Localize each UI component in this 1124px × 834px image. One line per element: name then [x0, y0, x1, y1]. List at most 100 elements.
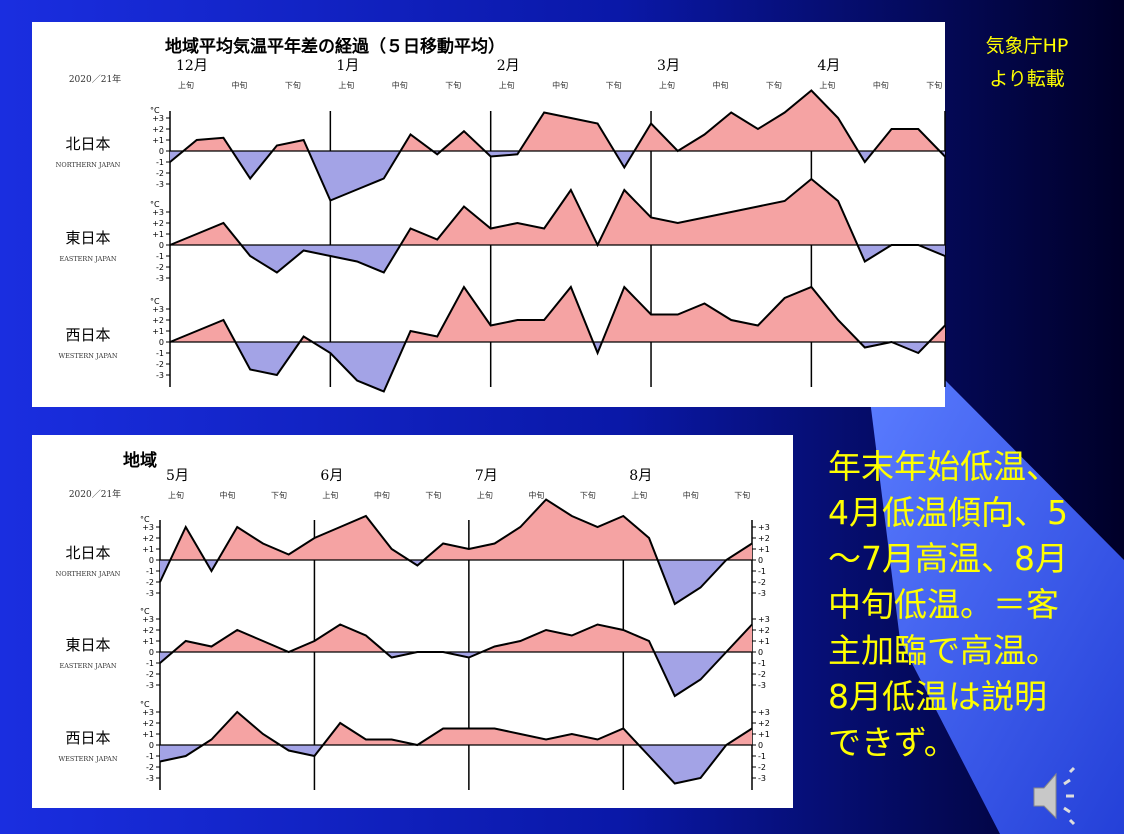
y-tick-label: +2	[142, 719, 154, 728]
unit-label: °C	[150, 297, 160, 306]
y-tick-label: +2	[152, 316, 164, 325]
positive-area	[170, 179, 945, 245]
y-tick-label: -3	[156, 180, 164, 189]
y-tick-label: +1	[142, 730, 154, 739]
y-tick-label: 0	[149, 556, 154, 565]
y-tick-label: -1	[156, 158, 164, 167]
negative-area	[160, 652, 752, 696]
negative-area	[170, 342, 945, 392]
month-label: 3月	[657, 58, 680, 74]
y-tick-label: 0	[159, 241, 164, 250]
decade-label: 上旬	[631, 490, 647, 500]
decade-label: 下旬	[285, 80, 301, 90]
comment-line: 8月低温は説明	[828, 677, 1047, 716]
decade-label: 中旬	[374, 490, 390, 500]
month-label: 4月	[817, 58, 840, 74]
unit-label: °C	[140, 607, 150, 616]
y-tick-label: -2	[146, 763, 154, 772]
y-tick-label: +1	[758, 637, 770, 646]
decade-label: 下旬	[271, 490, 287, 500]
y-tick-label: +2	[142, 626, 154, 635]
decade-label: 中旬	[683, 490, 699, 500]
region-name: 北日本	[65, 544, 110, 562]
y-tick-label: +1	[152, 136, 164, 145]
decade-label: 上旬	[477, 490, 493, 500]
y-tick-label: -2	[146, 670, 154, 679]
chart-title: 地域	[123, 450, 157, 471]
background-wedge	[870, 380, 1124, 834]
anomaly-line	[159, 498, 753, 606]
y-tick-label: +1	[142, 545, 154, 554]
positive-area	[170, 287, 945, 342]
y-tick-label: +1	[152, 230, 164, 239]
region-name: 東日本	[65, 229, 110, 247]
negative-area	[170, 245, 945, 273]
decade-label: 上旬	[819, 80, 835, 90]
region-name-en: NORTHERN JAPAN	[56, 161, 121, 169]
decade-label: 下旬	[766, 80, 782, 90]
speaker-waves	[1063, 766, 1076, 826]
decade-label: 上旬	[499, 80, 515, 90]
y-tick-label: 0	[159, 147, 164, 156]
decade-label: 中旬	[712, 80, 728, 90]
speaker-icon[interactable]	[1033, 766, 1076, 826]
positive-area	[160, 624, 752, 652]
comment-line: 主加臨で高温。	[828, 631, 1059, 670]
y-tick-label: +3	[142, 615, 154, 624]
decade-label: 中旬	[552, 80, 568, 90]
y-tick-label: +3	[142, 708, 154, 717]
speaker-body	[1033, 772, 1057, 820]
y-tick-label: -3	[146, 589, 154, 598]
y-tick-label: +2	[758, 534, 770, 543]
decade-label: 上旬	[178, 80, 194, 90]
region-name-en: WESTERN JAPAN	[58, 352, 117, 360]
y-tick-label: +3	[152, 208, 164, 217]
anomaly-line	[169, 89, 946, 202]
y-tick-label: +3	[152, 305, 164, 314]
y-tick-label: +1	[758, 545, 770, 554]
y-tick-label: -1	[758, 659, 766, 668]
side-note: 気象庁HP	[986, 35, 1069, 57]
month-label: 5月	[166, 468, 189, 484]
chart-title: 地域平均気温平年差の経過（５日移動平均）	[165, 36, 505, 57]
y-tick-label: -2	[156, 169, 164, 178]
side-note: より転載	[989, 68, 1065, 90]
region-name-en: EASTERN JAPAN	[59, 255, 116, 263]
y-tick-label: +3	[152, 114, 164, 123]
region-name: 西日本	[65, 729, 110, 747]
decade-label: 中旬	[392, 80, 408, 90]
y-tick-label: +2	[152, 125, 164, 134]
decade-label: 下旬	[425, 490, 441, 500]
y-tick-label: 0	[758, 741, 763, 750]
month-label: 1月	[336, 58, 359, 74]
anomaly-line	[159, 623, 753, 698]
y-tick-label: -3	[146, 681, 154, 690]
decade-label: 中旬	[528, 490, 544, 500]
decade-label: 上旬	[338, 80, 354, 90]
y-tick-label: +1	[142, 637, 154, 646]
y-tick-label: -3	[758, 681, 766, 690]
positive-area	[170, 90, 945, 151]
decade-label: 下旬	[734, 490, 750, 500]
decade-label: 下旬	[606, 80, 622, 90]
y-tick-label: 0	[758, 556, 763, 565]
decade-label: 下旬	[445, 80, 461, 90]
decade-label: 上旬	[322, 490, 338, 500]
month-label: 7月	[475, 468, 498, 484]
comment-line: ～7月高温、8月	[828, 539, 1068, 578]
month-label: 8月	[629, 468, 652, 484]
decade-label: 下旬	[580, 490, 596, 500]
unit-label: °C	[150, 200, 160, 209]
month-label: 6月	[320, 468, 343, 484]
unit-label: °C	[150, 106, 160, 115]
decade-label: 中旬	[231, 80, 247, 90]
region-name-en: WESTERN JAPAN	[58, 755, 117, 763]
anomaly-line	[169, 285, 946, 393]
y-tick-label: -3	[146, 774, 154, 783]
y-tick-label: -2	[758, 670, 766, 679]
y-tick-label: -1	[156, 349, 164, 358]
y-tick-label: +2	[142, 534, 154, 543]
y-tick-label: -2	[156, 360, 164, 369]
y-tick-label: -1	[758, 752, 766, 761]
